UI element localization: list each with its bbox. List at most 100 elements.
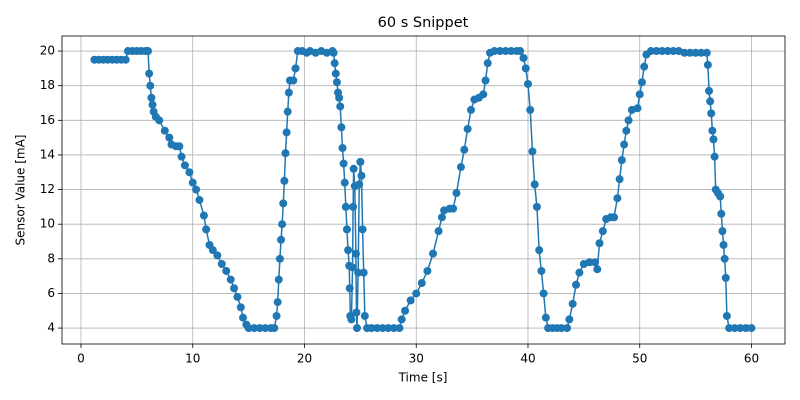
marker: [710, 152, 719, 161]
marker: [434, 227, 443, 236]
marker: [717, 209, 726, 218]
marker: [188, 178, 197, 187]
y-tick-label: 18: [40, 78, 55, 92]
marker: [610, 213, 619, 222]
marker: [532, 202, 541, 211]
marker: [336, 102, 345, 111]
marker: [289, 76, 298, 85]
marker: [496, 47, 505, 56]
plot-area: [90, 47, 756, 333]
marker: [274, 275, 283, 284]
marker: [622, 126, 631, 135]
marker: [337, 123, 346, 132]
marker: [226, 275, 235, 284]
marker: [537, 266, 546, 275]
x-tick-label: 0: [77, 352, 85, 366]
x-tick-label: 60: [744, 352, 759, 366]
marker: [519, 53, 528, 62]
marker: [329, 48, 338, 57]
marker: [541, 313, 550, 322]
marker: [121, 55, 130, 64]
marker: [624, 116, 633, 125]
marker: [417, 279, 426, 288]
marker: [145, 69, 154, 78]
marker: [192, 185, 201, 194]
marker: [351, 249, 360, 258]
marker: [222, 266, 231, 275]
marker: [722, 311, 731, 320]
marker: [349, 164, 358, 173]
marker: [272, 311, 281, 320]
marker: [707, 109, 716, 118]
marker: [356, 157, 365, 166]
marker: [526, 105, 535, 114]
marker: [736, 324, 745, 333]
marker: [352, 308, 361, 317]
marker: [613, 194, 622, 203]
marker: [282, 128, 291, 137]
marker: [280, 176, 289, 185]
marker: [180, 161, 189, 170]
marker: [273, 298, 282, 307]
marker: [706, 97, 715, 106]
marker: [718, 227, 727, 236]
x-tick-label: 40: [520, 352, 535, 366]
marker: [466, 105, 475, 114]
marker: [199, 211, 208, 220]
marker: [460, 145, 469, 154]
grid: [62, 36, 785, 344]
marker: [230, 284, 239, 293]
marker: [250, 324, 259, 333]
marker: [463, 124, 472, 133]
marker: [281, 149, 290, 158]
y-tick-label: 8: [47, 251, 55, 265]
y-tick-label: 6: [47, 286, 55, 300]
marker: [501, 47, 510, 56]
marker: [725, 324, 734, 333]
y-tick-label: 20: [40, 44, 55, 58]
marker: [160, 126, 169, 135]
marker: [593, 265, 602, 274]
marker: [367, 324, 376, 333]
marker: [635, 90, 644, 99]
marker: [563, 324, 572, 333]
marker: [342, 225, 351, 234]
marker: [340, 178, 349, 187]
marker: [175, 142, 184, 151]
marker: [275, 254, 284, 263]
marker: [507, 47, 516, 56]
marker: [345, 284, 354, 293]
marker: [481, 76, 490, 85]
marker: [646, 47, 655, 56]
marker: [591, 258, 600, 267]
marker: [680, 48, 689, 57]
marker: [146, 81, 155, 90]
marker: [516, 47, 525, 56]
marker: [177, 152, 186, 161]
marker: [283, 107, 292, 116]
marker: [620, 140, 629, 149]
marker: [428, 249, 437, 258]
marker: [479, 90, 488, 99]
marker: [539, 289, 548, 298]
marker: [708, 126, 717, 135]
marker: [412, 289, 421, 298]
marker: [716, 192, 725, 201]
marker: [483, 59, 492, 68]
marker: [358, 225, 367, 234]
marker: [456, 163, 465, 172]
marker: [378, 324, 387, 333]
marker: [640, 62, 649, 71]
marker: [397, 315, 406, 324]
x-tick-label: 30: [409, 352, 424, 366]
marker: [705, 86, 714, 95]
marker: [236, 303, 245, 312]
marker: [572, 280, 581, 289]
marker: [331, 69, 340, 78]
y-tick-label: 16: [40, 113, 55, 127]
marker: [730, 324, 739, 333]
marker: [360, 311, 369, 320]
marker: [633, 104, 642, 113]
